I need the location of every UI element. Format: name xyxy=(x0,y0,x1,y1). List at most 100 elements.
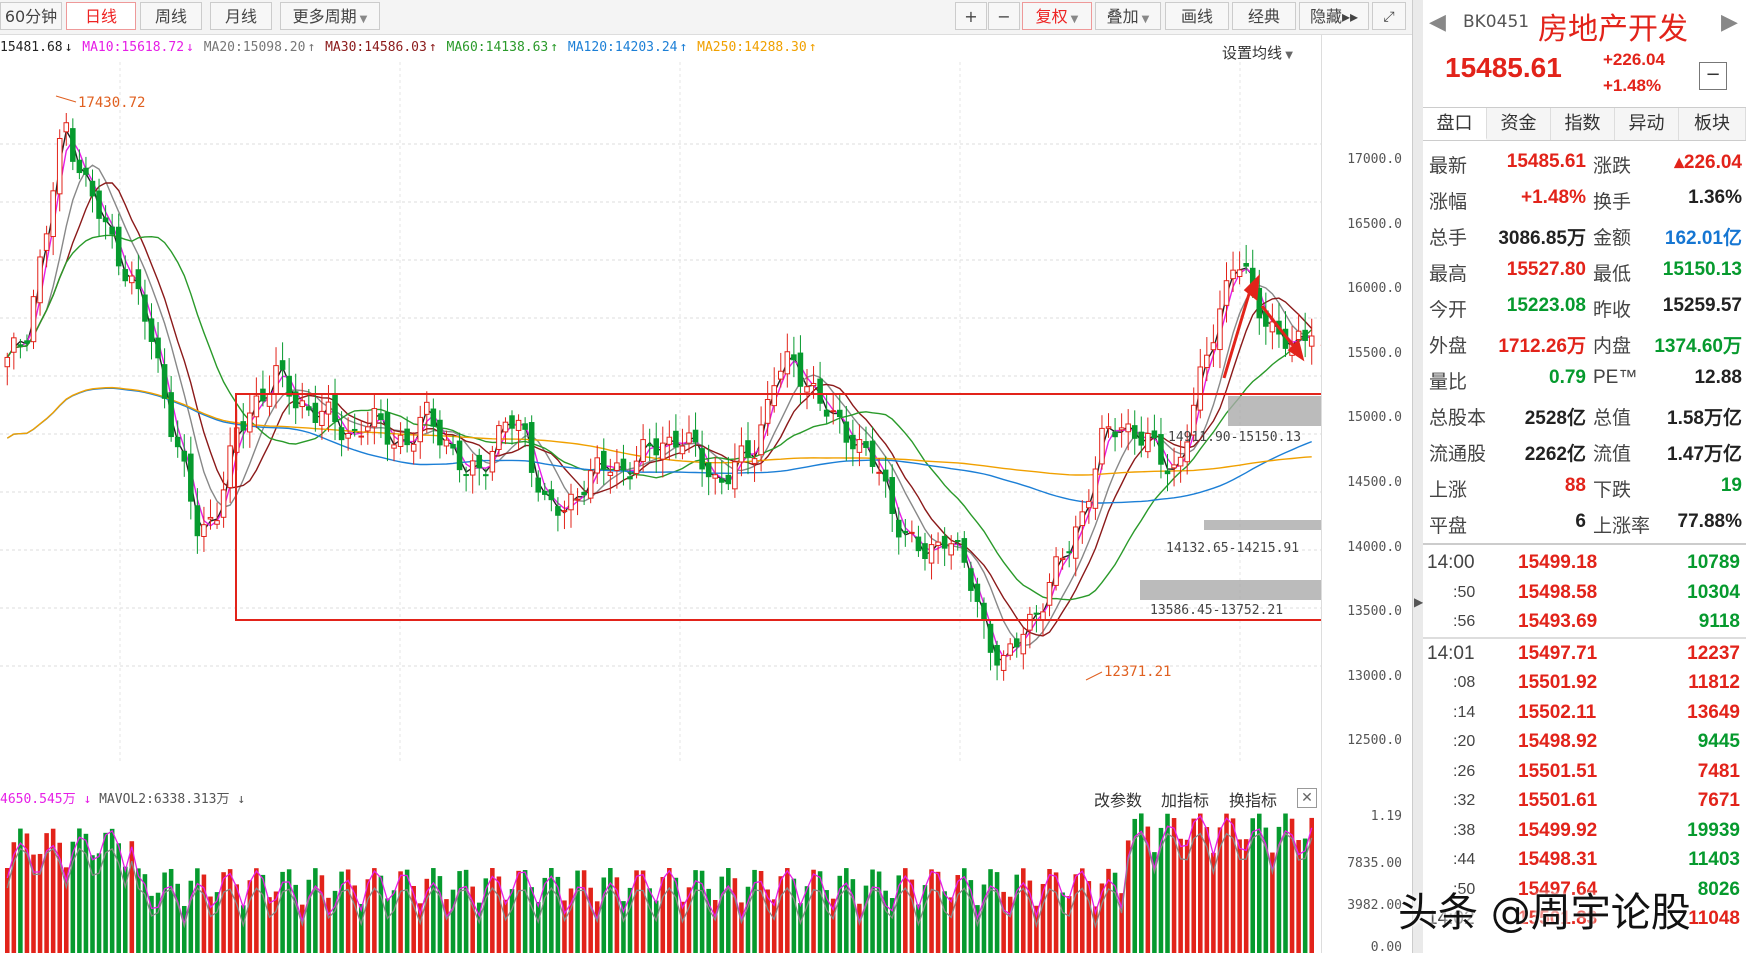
volume-chart xyxy=(5,813,1314,953)
tick-price: 15497.64 xyxy=(1518,878,1598,900)
ma5-line xyxy=(6,128,1312,662)
stat-label: 平盘 xyxy=(1429,516,1468,537)
tab-sector[interactable]: 板块 xyxy=(1679,108,1746,140)
volume-bar xyxy=(280,871,285,953)
candle-body xyxy=(306,406,312,411)
next-arrow-icon[interactable]: ▶ xyxy=(1721,10,1738,35)
stat-row: 今开 15223.08 昨收 15259.57 xyxy=(1423,289,1746,325)
volume-bar xyxy=(726,868,731,953)
period-daily-button[interactable]: 日线 xyxy=(66,2,136,30)
candle-body xyxy=(1027,613,1033,631)
fullscreen-icon[interactable]: ⤢ xyxy=(1372,2,1406,30)
set-ma-dropdown[interactable]: 设置均线 ▼ xyxy=(1222,42,1293,63)
tab-orderbook[interactable]: 盘口 xyxy=(1423,108,1487,140)
candlestick-chart[interactable]: 14911.90-15150.13 14132.65-14215.91 1358… xyxy=(0,62,1321,782)
tick-list[interactable]: 14:00 15499.18 10789:50 15498.58 10304:56 154… xyxy=(1423,548,1746,934)
candle-body xyxy=(358,435,365,438)
volume-bar xyxy=(778,876,784,953)
candle-body xyxy=(863,441,869,448)
zone-upper xyxy=(1228,396,1321,426)
more-periods-dropdown[interactable]: 更多周期 ▼ xyxy=(280,2,380,30)
hide-button[interactable]: 隐藏▸▸ xyxy=(1299,2,1369,30)
volume-bar xyxy=(1139,813,1144,953)
candle-body xyxy=(968,568,974,591)
candle-body xyxy=(1059,557,1066,561)
candle-body xyxy=(679,445,686,455)
tab-funds[interactable]: 资金 xyxy=(1487,108,1551,140)
classic-button[interactable]: 经典 xyxy=(1232,2,1296,30)
tick-row: 14:01 15497.71 12237 xyxy=(1423,639,1746,669)
candle-body xyxy=(443,439,450,447)
candle-body xyxy=(378,413,384,420)
tick-row: 14:02 15501.83 11048 xyxy=(1423,904,1746,934)
tick-time: :38 xyxy=(1453,821,1476,839)
tab-movement[interactable]: 异动 xyxy=(1615,108,1679,140)
volume-bar xyxy=(227,869,233,953)
period-60min-button[interactable]: 60分钟 xyxy=(0,2,62,30)
ma120-value: MA120:14203.24 xyxy=(567,40,678,55)
vol-tick: 7835.00 xyxy=(1347,856,1402,871)
volume-bar xyxy=(667,868,672,953)
volume-bar xyxy=(588,887,593,953)
close-icon[interactable]: ✕ xyxy=(1297,788,1317,808)
period-monthly-button[interactable]: 月线 xyxy=(210,2,272,30)
volume-bar xyxy=(1007,896,1013,953)
candle-body xyxy=(11,337,17,353)
candle-body xyxy=(83,167,89,175)
volume-bar xyxy=(1283,813,1288,953)
volume-bar xyxy=(1178,838,1183,953)
collapse-icon[interactable]: ▶ xyxy=(1414,595,1424,609)
modify-params-button[interactable]: 改参数 xyxy=(1094,791,1143,810)
candle-body xyxy=(37,256,43,304)
tick-row: :44 15498.31 11403 xyxy=(1423,845,1746,875)
tab-index[interactable]: 指数 xyxy=(1551,108,1615,140)
volume-bar xyxy=(883,890,888,953)
candle-body xyxy=(1243,263,1249,267)
candle-body xyxy=(653,438,660,456)
volume-bar xyxy=(745,886,751,953)
overlay-dropdown[interactable]: 叠加 ▼ xyxy=(1095,2,1161,30)
volume-bar xyxy=(5,868,10,953)
candle-body xyxy=(961,538,968,563)
stat-label: 量比 xyxy=(1429,372,1468,393)
volume-bar xyxy=(1086,881,1092,953)
remove-watchlist-button[interactable]: − xyxy=(1699,62,1727,90)
period-weekly-button[interactable]: 周线 xyxy=(140,2,202,30)
index-name: 房地产开发 xyxy=(1538,12,1688,47)
ma30-line xyxy=(6,182,1313,637)
candle-body xyxy=(699,448,705,470)
stat-value: 15223.08 xyxy=(1506,295,1586,316)
ma250-value: MA250:14288.30 xyxy=(697,40,807,55)
volume-bar xyxy=(1237,839,1242,953)
candle-body xyxy=(496,425,502,450)
ma-legend: 15481.68 ↓ MA10:15618.72 ↓ MA20:15098.20 ↑ … xyxy=(0,40,819,60)
y-tick: 16500.0 xyxy=(1347,217,1402,232)
volume-bar xyxy=(909,879,915,953)
candle-body xyxy=(1158,434,1164,465)
stat-label: 流通股 xyxy=(1429,444,1487,465)
prev-arrow-icon[interactable]: ◀ xyxy=(1429,10,1446,35)
volume-bar xyxy=(188,880,194,953)
candle-body xyxy=(535,477,542,493)
add-indicator-button[interactable]: 加指标 xyxy=(1161,791,1210,810)
adjust-rights-dropdown[interactable]: 复权 ▼ xyxy=(1022,2,1092,30)
candle-body xyxy=(909,531,915,534)
arrow-down-icon: ↓ xyxy=(229,792,246,807)
candle-body xyxy=(240,421,247,431)
arrow-up-icon: ↑ xyxy=(428,40,437,55)
y-tick: 14000.0 xyxy=(1347,540,1402,555)
draw-line-button[interactable]: 画线 xyxy=(1165,2,1229,30)
low-pointer xyxy=(1085,671,1103,681)
y-tick: 13500.0 xyxy=(1347,604,1402,619)
switch-indicator-button[interactable]: 换指标 xyxy=(1229,791,1278,810)
volume-bar xyxy=(1302,838,1308,953)
candle-body xyxy=(764,398,771,424)
candle-body xyxy=(135,269,142,290)
volume-bar xyxy=(699,870,705,953)
zoom-in-button[interactable]: + xyxy=(955,2,987,30)
chevron-down-icon: ▼ xyxy=(1141,14,1150,25)
volume-bar xyxy=(1165,813,1170,953)
candle-body xyxy=(777,370,784,380)
zone-middle-label: 14132.65-14215.91 xyxy=(1166,541,1299,556)
zoom-out-button[interactable]: − xyxy=(988,2,1020,30)
